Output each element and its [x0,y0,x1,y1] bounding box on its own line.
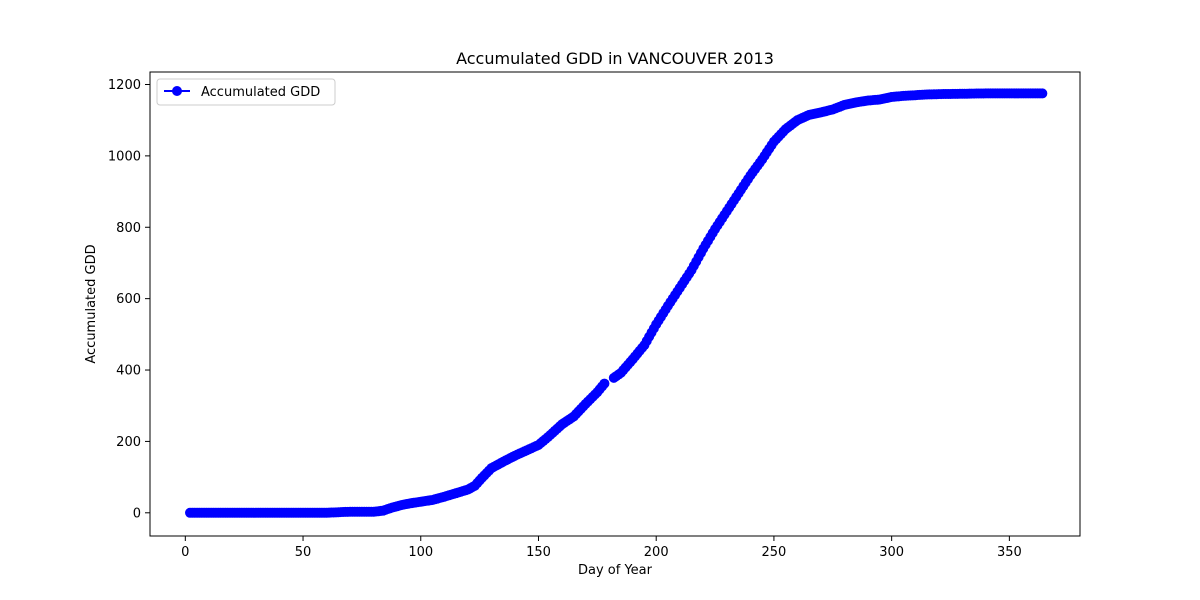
data-point [599,378,610,389]
legend-marker-sample [172,86,182,96]
x-tick-label: 50 [295,545,312,560]
x-tick-label: 0 [181,545,189,560]
y-tick-label: 400 [116,364,141,379]
chart-title: Accumulated GDD in VANCOUVER 2013 [456,49,774,68]
x-tick-label: 250 [762,545,787,560]
y-tick-label: 0 [133,506,141,521]
x-tick-label: 150 [526,545,551,560]
x-tick-label: 350 [997,545,1022,560]
plot-area-frame [149,71,1081,537]
y-axis-ticks: 0 200 400 600 800 1000 1200 [108,78,150,521]
x-tick-label: 300 [879,545,904,560]
series-accumulated-gdd [185,88,1048,518]
y-tick-label: 600 [116,292,141,307]
y-axis-label: Accumulated GDD [84,244,99,363]
x-axis-label: Day of Year [578,563,653,578]
data-point [1037,88,1048,99]
y-tick-label: 1000 [108,149,141,164]
x-tick-label: 200 [644,545,669,560]
x-axis-ticks: 0 50 100 150 200 250 300 350 [181,536,1022,560]
y-tick-label: 800 [116,221,141,236]
x-tick-label: 100 [408,545,433,560]
y-tick-label: 200 [116,435,141,450]
y-tick-label: 1200 [108,78,141,93]
legend: Accumulated GDD [156,78,336,106]
legend-box [156,78,336,106]
legend-label: Accumulated GDD [201,85,320,100]
